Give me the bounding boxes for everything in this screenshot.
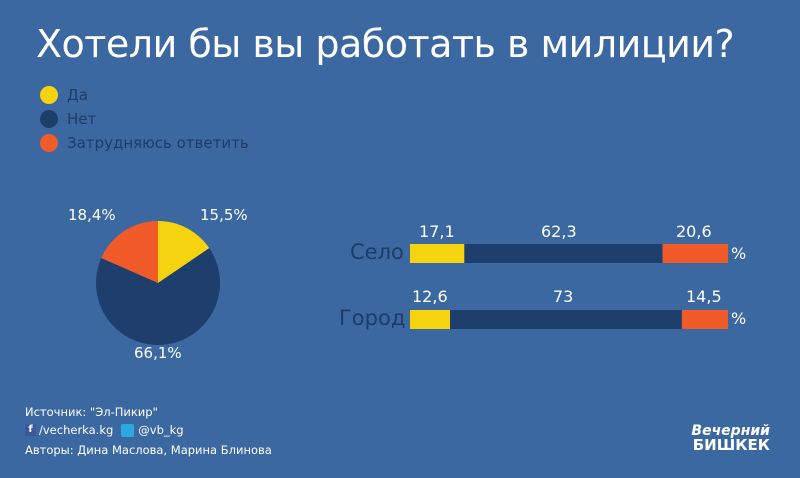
legend-swatch [40,134,58,152]
bar-segment-yes [410,310,451,329]
twitter-icon [121,423,135,437]
source-text: Источник: "Эл-Пикир" [25,405,158,419]
bar-segment-unsure [681,310,728,329]
bar-segment-no [464,244,663,263]
pie-slice-no [96,248,220,345]
pie-slice-yes [158,221,210,283]
category-label-village: Село [350,240,404,264]
bar-label: 14,5 [686,287,722,306]
unit-label: % [731,244,747,263]
logo-line: Вечерний [691,423,770,439]
legend-label: Затрудняюсь ответить [67,134,249,152]
twitter-link[interactable]: @vb_kg [138,423,184,437]
logo-line: БИШКЕК [692,436,770,454]
pie-label-yes: 15,5% [200,206,248,224]
legend-swatch [40,110,58,128]
legend-item-yes: Да [40,86,88,104]
legend-label: Нет [67,110,97,128]
bar-label: 17,1 [419,222,455,241]
bar-segment-no [450,310,682,329]
facebook-link[interactable]: /vecherka.kg [39,423,114,437]
bar-label: 73 [553,287,574,306]
bar-segment-unsure [662,244,728,263]
unit-label: % [731,309,747,328]
logo: Вечерний БИШКЕК [691,423,770,454]
legend-label: Да [67,86,88,104]
pie-slice-unsure [101,221,158,283]
chart-title: Хотели бы вы работать в милиции? [36,22,735,66]
bar-label: 12,6 [412,287,448,306]
legend-item-no: Нет [40,110,96,128]
bar-segment-yes [410,244,465,263]
authors-text: Авторы: Дина Маслова, Марина Блинова [25,443,272,457]
pie-label-no: 66,1% [134,344,182,362]
facebook-icon: f [25,424,36,436]
category-label-city: Город [339,306,406,330]
bar-label: 20,6 [676,222,712,241]
pie-chart [96,221,220,345]
pie-label-unsure: 18,4% [68,206,116,224]
legend-swatch [40,86,58,104]
bar-label: 62,3 [541,222,577,241]
legend-item-unsure: Затрудняюсь ответить [40,134,249,152]
stacked-bar-chart [410,244,728,329]
